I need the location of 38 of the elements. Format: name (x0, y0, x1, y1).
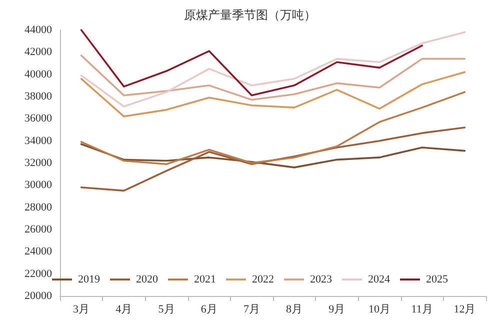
x-tick-label: 10月 (368, 304, 390, 316)
y-tick-label: 42000 (24, 46, 52, 58)
y-tick-label: 40000 (24, 68, 52, 80)
y-tick-label: 44000 (24, 24, 52, 36)
chart-title: 原煤产量季节图（万吨） (184, 8, 316, 22)
line-series (80, 29, 423, 96)
x-tick-label: 5月 (158, 304, 175, 316)
y-tick-label: 26000 (24, 224, 52, 236)
y-tick-label: 38000 (24, 90, 52, 102)
line-series (80, 71, 466, 118)
x-tick-label: 4月 (116, 304, 132, 316)
legend-label: 2020 (136, 274, 158, 286)
legend-label: 2023 (310, 274, 332, 286)
y-tick-label: 22000 (24, 268, 52, 280)
legend-label: 2025 (426, 274, 448, 286)
x-tick-label: 7月 (243, 304, 260, 316)
line-series (80, 126, 466, 192)
y-tick-label: 24000 (24, 246, 52, 258)
line-series (80, 31, 466, 108)
y-tick-label: 36000 (24, 112, 52, 125)
x-tick-label: 11月 (411, 304, 433, 316)
x-tick-label: 6月 (200, 304, 218, 316)
line-series (80, 54, 466, 101)
legend-label: 2024 (368, 274, 390, 286)
y-tick-label: 20000 (24, 290, 52, 302)
x-tick-label: 3月 (73, 304, 90, 316)
x-tick-label: 9月 (328, 304, 346, 316)
y-tick-label: 32000 (24, 157, 52, 169)
y-tick-label: 30000 (24, 179, 52, 192)
legend-label: 2021 (194, 274, 216, 286)
y-tick-label: 28000 (24, 201, 52, 214)
y-tick-label: 34000 (24, 134, 52, 147)
line-series (80, 91, 466, 166)
x-tick-label: 12月 (454, 304, 476, 316)
legend-label: 2019 (78, 274, 100, 286)
x-tick-label: 8月 (286, 304, 303, 316)
line-series (80, 143, 466, 168)
legend-label: 2022 (252, 274, 274, 286)
